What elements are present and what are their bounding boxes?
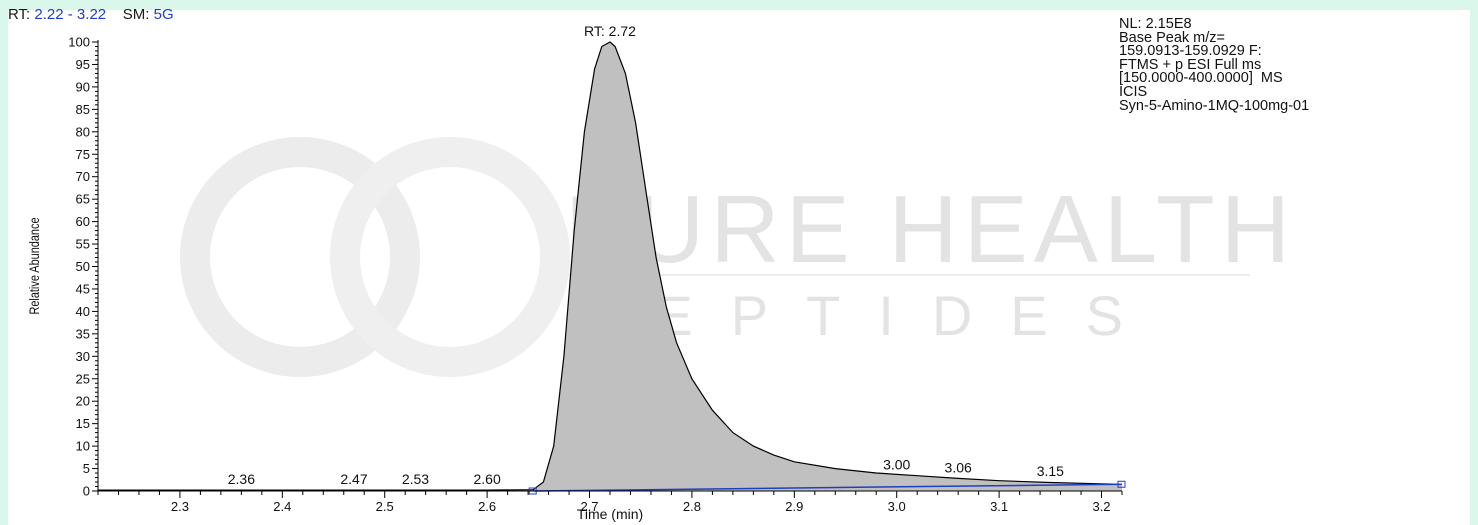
peak-label: 2.53 (402, 471, 429, 487)
x-tick-label: 2.7 (580, 499, 598, 514)
rt-label: RT: (8, 6, 31, 23)
peak-label: 2.36 (228, 471, 255, 487)
chromatogram-area (98, 42, 1122, 491)
x-tick-label: 2.9 (785, 499, 803, 514)
watermark-line1: PURE HEALTH (565, 176, 1296, 283)
sm-label: SM: (122, 6, 150, 23)
watermark-logo-ring-right (330, 137, 570, 377)
y-tick-label: 85 (76, 102, 90, 117)
x-axis-label: Time (min) (577, 506, 643, 522)
y-tick-label: 10 (76, 439, 90, 454)
y-tick-label: 55 (76, 237, 90, 252)
y-tick-label: 35 (76, 326, 90, 341)
y-tick-label: 90 (76, 79, 90, 94)
x-tick-label: 2.6 (478, 499, 496, 514)
y-tick-label: 100 (68, 35, 90, 50)
watermark-logo-ring-left (180, 137, 420, 377)
peak-label: RT: 2.72 (584, 23, 636, 39)
y-axis-label: Relative Abundance (27, 217, 43, 314)
y-tick-label: 65 (76, 192, 90, 207)
x-tick-label: 3.0 (888, 499, 906, 514)
peak-label: 2.47 (340, 471, 367, 487)
baseline-end-marker (1117, 480, 1126, 488)
peak-label: 3.00 (883, 456, 910, 472)
x-tick-label: 2.4 (273, 499, 291, 514)
y-tick-label: 15 (76, 416, 90, 431)
scan-info-line: FTMS + p ESI Full ms (1119, 56, 1262, 73)
y-tick-label: 40 (76, 304, 90, 319)
y-tick-label: 80 (76, 124, 90, 139)
scan-info-line: ICIS (1119, 83, 1148, 100)
y-tick-label: 50 (76, 259, 90, 274)
integration-baseline (533, 483, 1123, 492)
x-tick-label: 3.1 (990, 499, 1008, 514)
peak-label: 2.60 (473, 471, 500, 487)
axes-layer: 0 5 10 15 20 25 30 35 40 45 50 55 60 65 70 75 80 85 90 95 10… (27, 35, 1123, 522)
rt-range-header: RT: 2.22 - 3.22 SM: 5G (8, 6, 174, 23)
y-tick-label: 0 (83, 484, 90, 499)
y-tick-label: 30 (76, 349, 90, 364)
x-tick-label: 3.2 (1092, 499, 1110, 514)
x-tick-label: 2.5 (376, 499, 394, 514)
watermark: PURE HEALTH PEPTIDES (180, 137, 1296, 377)
y-tick-label: 45 (76, 281, 90, 296)
plot-layer (98, 41, 1126, 495)
rt-range-value: 2.22 - 3.22 (34, 6, 107, 23)
y-tick-label: 5 (83, 461, 90, 476)
scan-info-line: NL: 2.15E8 (1119, 16, 1192, 32)
peak-label: 3.15 (1037, 463, 1064, 479)
peak-label-layer: RT: 2.72 2.36 2.47 2.53 2.60 3.00 3.06 3.15 (228, 23, 1064, 487)
x-tick-label: 2.3 (171, 499, 189, 514)
x-tick-label: 2.8 (683, 499, 701, 514)
y-tick-label: 25 (76, 371, 90, 386)
scan-info-line: Base Peak m/z= (1119, 29, 1225, 46)
peak-label: 3.06 (945, 459, 972, 475)
scan-info-line: [150.0000-400.0000] MS (1119, 70, 1283, 87)
sm-value: 5G (153, 6, 174, 23)
scan-info-line: Syn-5-Amino-1MQ-100mg-01 (1119, 97, 1310, 114)
scan-info-block: NL: 2.15E8 Base Peak m/z= 159.0913-159.092… (1119, 16, 1310, 114)
y-tick-label: 20 (76, 394, 90, 409)
y-tick-label: 70 (76, 169, 90, 184)
y-tick-label: 60 (76, 214, 90, 229)
chromatogram-trace (98, 41, 1123, 491)
scan-info-line: 159.0913-159.0929 F: (1119, 43, 1262, 60)
y-tick-label: 95 (76, 57, 90, 72)
y-tick-label: 75 (76, 147, 90, 162)
